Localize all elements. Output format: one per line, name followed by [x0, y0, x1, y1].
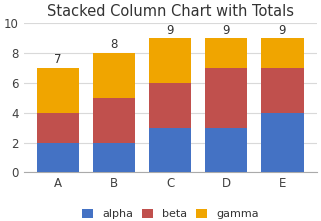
Text: 9: 9: [223, 24, 230, 36]
Bar: [37, 68, 79, 113]
Bar: [37, 113, 79, 143]
Bar: [205, 68, 247, 128]
Bar: [149, 83, 191, 128]
Bar: [93, 53, 135, 98]
Bar: [149, 38, 191, 83]
Text: 9: 9: [167, 24, 174, 36]
Bar: [262, 38, 304, 68]
Bar: [262, 68, 304, 113]
Bar: [262, 113, 304, 172]
Text: 9: 9: [279, 24, 286, 36]
Bar: [205, 128, 247, 172]
Bar: [93, 98, 135, 143]
Title: Stacked Column Chart with Totals: Stacked Column Chart with Totals: [47, 4, 294, 19]
Bar: [205, 38, 247, 68]
Legend: alpha, beta, gamma: alpha, beta, gamma: [78, 205, 263, 221]
Text: 8: 8: [111, 38, 118, 51]
Bar: [37, 143, 79, 172]
Bar: [93, 143, 135, 172]
Bar: [149, 128, 191, 172]
Text: 7: 7: [55, 53, 62, 66]
